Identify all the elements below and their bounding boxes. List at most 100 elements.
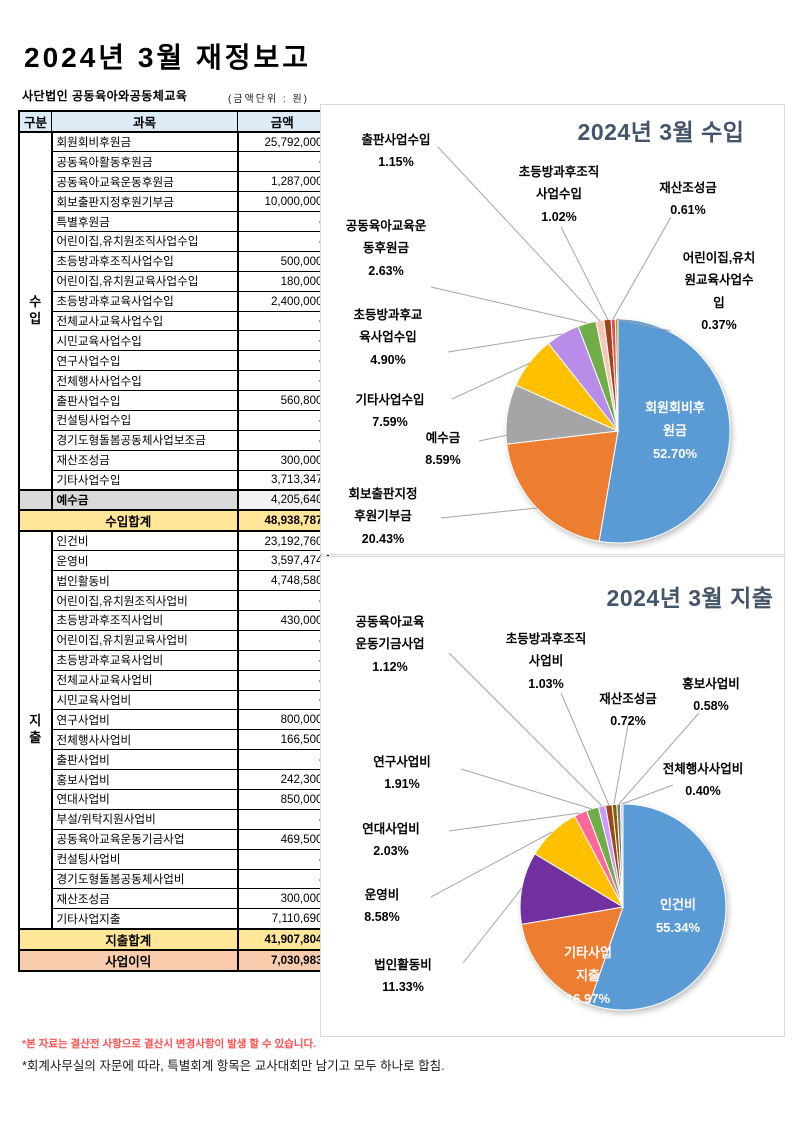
slice-label-line: 기타사업수입	[355, 393, 425, 407]
expense-row: 지 출 인건비 23,192,760	[18, 530, 329, 930]
label-leader-line	[451, 362, 531, 400]
slice-label-line: 사업수입	[535, 187, 583, 202]
slice-label-line: 홍보사업비	[682, 677, 740, 691]
expense-row: 전체행사사업비 166,500	[19, 729, 329, 751]
amount-cell: 242,300	[236, 769, 329, 790]
account-cell: 연대사업비	[50, 789, 239, 810]
slice-label-line: 운동기금사업	[355, 637, 425, 652]
amount-cell: 469,500	[236, 828, 329, 850]
slice-label-line: 회보출판지정	[348, 487, 418, 501]
pie-slice	[506, 430, 619, 542]
amount-cell: -	[236, 808, 329, 830]
amount-cell: 3,713,347	[236, 469, 329, 491]
account-cell: 어린이집,유치원교육사업비	[50, 629, 239, 651]
slice-percent: 16.97%	[565, 991, 611, 1007]
amount-cell: -	[236, 370, 329, 392]
slice-label: 회보출판지정 후원기부금 20.43%	[348, 483, 417, 550]
account-cell: 전체행사사업수입	[50, 370, 239, 392]
amount-cell: -	[236, 310, 329, 332]
income-total-row: 수입합계 48,938,787	[18, 508, 329, 532]
label-leader-line	[478, 434, 509, 442]
slice-label: 홍보사업비 0.58%	[682, 673, 740, 718]
amount-cell: 300,000	[236, 449, 329, 471]
amount-cell: -	[236, 669, 329, 691]
amount-cell: 300,000	[236, 888, 329, 910]
expense-row: 초등방과후조직사업비 430,000	[19, 609, 329, 631]
label-leader-line	[440, 507, 538, 519]
slice-percent: 0.61%	[670, 203, 706, 218]
account-cell: 출판사업비	[50, 749, 239, 771]
page-title: 2024년 3월 재정보고	[24, 42, 311, 73]
account-cell: 재산조성금	[50, 449, 239, 471]
slice-percent: 4.90%	[370, 352, 406, 367]
expense-row: 홍보사업비 242,300	[19, 769, 329, 790]
account-cell: 전체행사사업비	[50, 729, 239, 751]
amount-cell: -	[236, 330, 329, 352]
income-row: 초등방과후조직사업수입 500,000	[19, 250, 329, 272]
slice-label: 초등방과후조직 사업수입 1.02%	[519, 161, 600, 228]
expense-row: 초등방과후교육사업비-	[19, 649, 329, 671]
label-leader-line	[560, 692, 610, 806]
chart-title: 2024년 3월 지출	[606, 585, 774, 611]
income-row: 연구사업수입-	[19, 350, 329, 372]
account-cell: 초등방과후교육사업수입	[50, 290, 239, 312]
account-cell: 기타사업수입	[50, 469, 239, 491]
pie-plot	[430, 652, 727, 1011]
slice-percent: 0.58%	[693, 699, 729, 714]
slice-label: 공동육아교육 운동기금사업 1.12%	[355, 611, 424, 678]
account-cell: 인건비	[50, 530, 239, 552]
amount-cell: -	[236, 868, 329, 890]
slice-label-line: 연대사업비	[362, 822, 420, 836]
slice-percent: 8.59%	[425, 453, 461, 468]
slice-label: 초등방과후교 육사업수입 4.90%	[353, 304, 422, 371]
account-cell: 부설/위탁지원사업비	[50, 808, 239, 830]
expense-row: 컨설팅사업비-	[19, 848, 329, 870]
expense-row: 시민교육사업비-	[19, 689, 329, 711]
income-total-amount: 48,938,787	[236, 508, 329, 532]
amount-cell: -	[236, 230, 329, 252]
account-cell: 홍보사업비	[50, 769, 239, 790]
amount-cell: -	[236, 689, 329, 711]
slice-percent: 7.59%	[372, 415, 408, 430]
income-row: 수 입 회원회비후원금 25,792,000	[18, 131, 329, 491]
finance-table: 구분과목금액수입회원회비후원금25,792,000공동육아활동후원금-공동육아교…	[18, 110, 329, 972]
amount-cell: 25,792,000	[236, 131, 329, 153]
slice-percent: 52.70%	[652, 446, 698, 462]
slice-percent: 1.15%	[378, 155, 414, 170]
label-leader-line	[613, 724, 629, 805]
expense-total-label: 지출합계	[18, 927, 239, 951]
table-header-row: 구분 과목 금액	[18, 110, 329, 133]
label-leader-line	[618, 712, 700, 805]
amount-cell: -	[236, 350, 329, 372]
pie-slice	[519, 853, 625, 925]
slice-label-line: 공동육아교육	[355, 615, 425, 629]
amount-cell: -	[236, 649, 329, 671]
account-cell: 법인활동비	[50, 570, 239, 592]
amount-cell: 800,000	[236, 709, 329, 731]
expense-row: 어린이집,유치원교육사업비-	[19, 629, 329, 651]
slice-label-line: 재산조성금	[599, 692, 657, 706]
profit-label: 사업이익	[18, 948, 239, 972]
amount-cell: 2,400,000	[236, 290, 329, 312]
amount-cell: -	[236, 409, 329, 431]
income-row: 시민교육사업수입-	[19, 330, 329, 352]
income-row: 전체행사사업수입-	[19, 370, 329, 392]
slice-label-line: 전체행사사업비	[662, 762, 744, 776]
amount-cell: -	[236, 590, 329, 611]
expense-row: 공동육아교육운동기금사업 469,500	[19, 828, 329, 850]
slice-percent: 1.91%	[384, 777, 420, 792]
income-pie-chart: 2024년 3월 수입 회원회비후 원금 52.70% 회보출판지정 후원기부금 20.43…	[320, 104, 785, 555]
slice-percent: 55.34%	[655, 920, 701, 936]
account-cell: 공동육아교육운동기금사업	[50, 828, 239, 850]
slice-label-line: 기타사업	[564, 945, 612, 960]
slice-label: 재산조성금 0.72%	[599, 688, 657, 733]
slice-percent: 0.40%	[685, 784, 721, 799]
account-cell: 전체교사교육사업수입	[50, 310, 239, 332]
slice-label-line: 초등방과후조직	[518, 165, 600, 179]
slice-percent: 0.37%	[701, 317, 737, 332]
slice-label: 운영비 8.58%	[364, 884, 399, 929]
amount-cell: 500,000	[236, 250, 329, 272]
deposit-group-cell	[18, 489, 53, 511]
